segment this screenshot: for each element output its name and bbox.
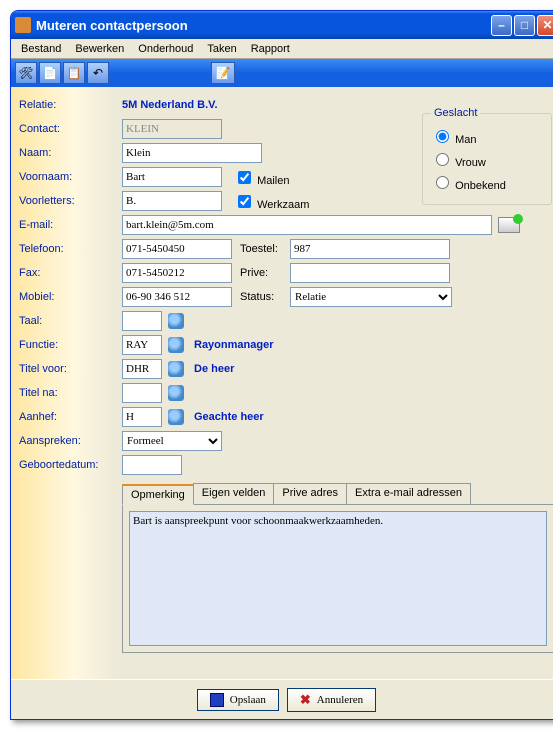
titelvoor-lookup-icon[interactable] xyxy=(168,361,184,377)
save-button[interactable]: Opslaan xyxy=(197,689,279,711)
gender-vrouw[interactable]: Vrouw xyxy=(431,150,543,169)
tabs: Opmerking Eigen velden Prive adres Extra… xyxy=(122,483,553,505)
minimize-button[interactable]: – xyxy=(491,15,512,36)
taal-field[interactable] xyxy=(122,311,162,331)
voornaam-field[interactable] xyxy=(122,167,222,187)
label-functie: Functie: xyxy=(11,333,116,357)
relatie-link[interactable]: 5M Nederland B.V. xyxy=(122,99,218,111)
tab-extraemail[interactable]: Extra e-mail adressen xyxy=(346,483,471,504)
label-titelna: Titel na: xyxy=(11,381,116,405)
menu-bestand[interactable]: Bestand xyxy=(15,41,67,57)
toolbar: 🛠 📄 📋 ↶ 📝 xyxy=(11,59,553,87)
tool-note[interactable]: 📝 xyxy=(211,62,235,84)
functie-desc: Rayonmanager xyxy=(194,339,273,351)
prive-field[interactable] xyxy=(290,263,450,283)
tool-1[interactable]: 🛠 xyxy=(15,62,37,84)
label-contact: Contact: xyxy=(11,117,116,141)
menu-rapport[interactable]: Rapport xyxy=(245,41,296,57)
functie-lookup-icon[interactable] xyxy=(168,337,184,353)
aanhef-field[interactable] xyxy=(122,407,162,427)
x-icon: ✖ xyxy=(300,692,311,708)
label-column: Relatie: Contact: Naam: Voornaam: Voorle… xyxy=(11,87,116,679)
label-titelvoor: Titel voor: xyxy=(11,357,116,381)
label-toestel: Toestel: xyxy=(240,243,290,255)
tab-opmerking[interactable]: Opmerking xyxy=(122,484,194,505)
aanhef-desc: Geachte heer xyxy=(194,411,264,423)
label-fax: Fax: xyxy=(11,261,116,285)
functie-field[interactable] xyxy=(122,335,162,355)
label-prive: Prive: xyxy=(240,267,290,279)
email-field[interactable] xyxy=(122,215,492,235)
content-area: Relatie: Contact: Naam: Voornaam: Voorle… xyxy=(11,87,553,679)
label-aanspreken: Aanspreken: xyxy=(11,429,116,453)
contact-field xyxy=(122,119,222,139)
mailen-check[interactable]: Mailen xyxy=(234,168,289,187)
app-icon xyxy=(15,17,31,33)
menubar: Bestand Bewerken Onderhoud Taken Rapport xyxy=(11,39,553,59)
titelvoor-desc: De heer xyxy=(194,363,234,375)
label-telefoon: Telefoon: xyxy=(11,237,116,261)
taal-lookup-icon[interactable] xyxy=(168,313,184,329)
titelvoor-field[interactable] xyxy=(122,359,162,379)
form-column: Geslacht Man Vrouw Onbekend 5M Nederland… xyxy=(116,87,553,679)
label-voorletters: Voorletters: xyxy=(11,189,116,213)
gender-man[interactable]: Man xyxy=(431,127,543,146)
mobiel-field[interactable] xyxy=(122,287,232,307)
geboortedatum-field[interactable] xyxy=(122,455,182,475)
label-voornaam: Voornaam: xyxy=(11,165,116,189)
menu-onderhoud[interactable]: Onderhoud xyxy=(132,41,199,57)
label-email: E-mail: xyxy=(11,213,116,237)
tool-2[interactable]: 📄 xyxy=(39,62,61,84)
menu-taken[interactable]: Taken xyxy=(201,41,242,57)
gender-legend: Geslacht xyxy=(431,107,480,119)
tab-pane: Bart is aanspreekpunt voor schoonmaakwer… xyxy=(122,505,553,653)
menu-bewerken[interactable]: Bewerken xyxy=(69,41,130,57)
label-taal: Taal: xyxy=(11,309,116,333)
label-relatie: Relatie: xyxy=(11,93,116,117)
send-email-icon[interactable] xyxy=(498,217,520,233)
aanspreken-select[interactable]: Formeel xyxy=(122,431,222,451)
tab-eigenvelden[interactable]: Eigen velden xyxy=(193,483,275,504)
window-title: Muteren contactpersoon xyxy=(36,18,491,33)
opmerking-textarea[interactable]: Bart is aanspreekpunt voor schoonmaakwer… xyxy=(129,511,547,646)
maximize-button[interactable]: □ xyxy=(514,15,535,36)
voorletters-field[interactable] xyxy=(122,191,222,211)
fax-field[interactable] xyxy=(122,263,232,283)
disk-icon xyxy=(210,693,224,707)
status-select[interactable]: Relatie xyxy=(290,287,452,307)
titlebar: Muteren contactpersoon – □ ✕ xyxy=(11,11,553,39)
tool-undo[interactable]: ↶ xyxy=(87,62,109,84)
aanhef-lookup-icon[interactable] xyxy=(168,409,184,425)
gender-onbekend[interactable]: Onbekend xyxy=(431,173,543,192)
tool-3[interactable]: 📋 xyxy=(63,62,85,84)
label-aanhef: Aanhef: xyxy=(11,405,116,429)
label-geboortedatum: Geboortedatum: xyxy=(11,453,116,477)
label-status: Status: xyxy=(240,291,290,303)
naam-field[interactable] xyxy=(122,143,262,163)
contact-edit-window: Muteren contactpersoon – □ ✕ Bestand Bew… xyxy=(10,10,553,720)
button-bar: Opslaan ✖ Annuleren xyxy=(11,679,553,719)
gender-group: Geslacht Man Vrouw Onbekend xyxy=(422,107,552,205)
close-button[interactable]: ✕ xyxy=(537,15,553,36)
label-mobiel: Mobiel: xyxy=(11,285,116,309)
tab-priveadres[interactable]: Prive adres xyxy=(273,483,347,504)
label-naam: Naam: xyxy=(11,141,116,165)
cancel-button[interactable]: ✖ Annuleren xyxy=(287,688,376,712)
titelna-field[interactable] xyxy=(122,383,162,403)
titelna-lookup-icon[interactable] xyxy=(168,385,184,401)
toestel-field[interactable] xyxy=(290,239,450,259)
telefoon-field[interactable] xyxy=(122,239,232,259)
werkzaam-check[interactable]: Werkzaam xyxy=(234,192,309,211)
window-buttons: – □ ✕ xyxy=(491,15,553,36)
